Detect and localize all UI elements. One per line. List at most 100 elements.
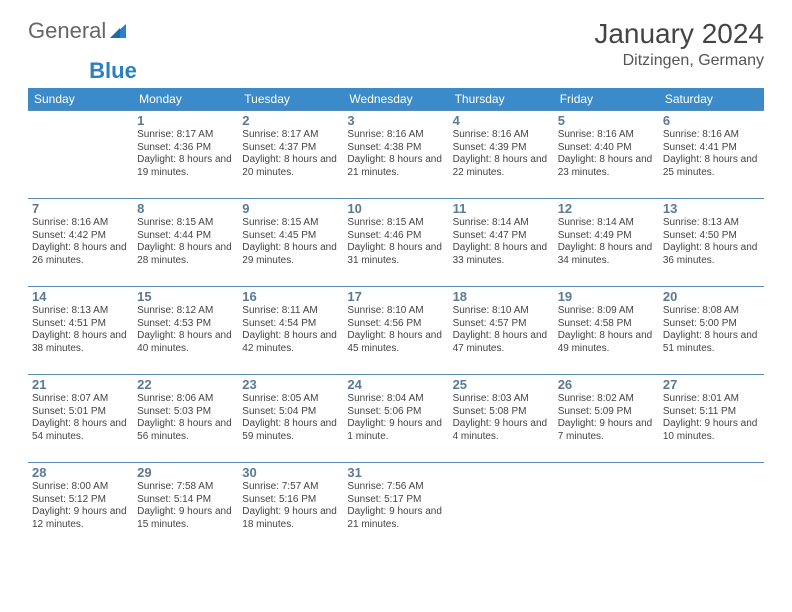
day-details: Sunrise: 7:57 AMSunset: 5:16 PMDaylight:… [242,481,339,531]
sunset-text: Sunset: 4:47 PM [453,230,550,243]
sunset-text: Sunset: 5:09 PM [558,406,655,419]
calendar-table: Sunday Monday Tuesday Wednesday Thursday… [28,88,764,551]
sunset-text: Sunset: 5:12 PM [32,494,129,507]
sunrise-text: Sunrise: 8:17 AM [137,129,234,142]
daylight-text: Daylight: 8 hours and 42 minutes. [242,330,339,355]
weekday-header: Thursday [449,88,554,111]
day-number: 11 [453,201,550,216]
sunset-text: Sunset: 5:08 PM [453,406,550,419]
calendar-day-cell: 8Sunrise: 8:15 AMSunset: 4:44 PMDaylight… [133,199,238,287]
sunrise-text: Sunrise: 8:17 AM [242,129,339,142]
day-number: 20 [663,289,760,304]
day-details: Sunrise: 7:56 AMSunset: 5:17 PMDaylight:… [347,481,444,531]
sunset-text: Sunset: 5:06 PM [347,406,444,419]
daylight-text: Daylight: 8 hours and 47 minutes. [453,330,550,355]
daylight-text: Daylight: 8 hours and 49 minutes. [558,330,655,355]
day-number: 25 [453,377,550,392]
day-number: 8 [137,201,234,216]
sunrise-text: Sunrise: 8:08 AM [663,305,760,318]
calendar-day-cell: 30Sunrise: 7:57 AMSunset: 5:16 PMDayligh… [238,463,343,551]
sunset-text: Sunset: 4:44 PM [137,230,234,243]
day-details: Sunrise: 8:05 AMSunset: 5:04 PMDaylight:… [242,393,339,443]
calendar-day-cell: 9Sunrise: 8:15 AMSunset: 4:45 PMDaylight… [238,199,343,287]
day-number: 17 [347,289,444,304]
sunrise-text: Sunrise: 8:02 AM [558,393,655,406]
day-details: Sunrise: 8:15 AMSunset: 4:44 PMDaylight:… [137,217,234,267]
calendar-day-cell: 28Sunrise: 8:00 AMSunset: 5:12 PMDayligh… [28,463,133,551]
sunrise-text: Sunrise: 8:06 AM [137,393,234,406]
sunset-text: Sunset: 4:56 PM [347,318,444,331]
day-details: Sunrise: 8:11 AMSunset: 4:54 PMDaylight:… [242,305,339,355]
sunrise-text: Sunrise: 8:16 AM [453,129,550,142]
calendar-day-cell: 25Sunrise: 8:03 AMSunset: 5:08 PMDayligh… [449,375,554,463]
calendar-day-cell: 21Sunrise: 8:07 AMSunset: 5:01 PMDayligh… [28,375,133,463]
calendar-day-cell: 27Sunrise: 8:01 AMSunset: 5:11 PMDayligh… [659,375,764,463]
daylight-text: Daylight: 8 hours and 36 minutes. [663,242,760,267]
calendar-week-row: 14Sunrise: 8:13 AMSunset: 4:51 PMDayligh… [28,287,764,375]
day-number: 23 [242,377,339,392]
day-details: Sunrise: 8:01 AMSunset: 5:11 PMDaylight:… [663,393,760,443]
sunrise-text: Sunrise: 8:12 AM [137,305,234,318]
calendar-day-cell: 22Sunrise: 8:06 AMSunset: 5:03 PMDayligh… [133,375,238,463]
calendar-day-cell: 10Sunrise: 8:15 AMSunset: 4:46 PMDayligh… [343,199,448,287]
sunrise-text: Sunrise: 8:13 AM [663,217,760,230]
calendar-day-cell: 4Sunrise: 8:16 AMSunset: 4:39 PMDaylight… [449,111,554,199]
sunrise-text: Sunrise: 7:56 AM [347,481,444,494]
sunset-text: Sunset: 4:39 PM [453,142,550,155]
sunrise-text: Sunrise: 8:04 AM [347,393,444,406]
calendar-day-cell: 16Sunrise: 8:11 AMSunset: 4:54 PMDayligh… [238,287,343,375]
day-details: Sunrise: 8:06 AMSunset: 5:03 PMDaylight:… [137,393,234,443]
sunrise-text: Sunrise: 8:11 AM [242,305,339,318]
sunrise-text: Sunrise: 8:14 AM [453,217,550,230]
calendar-day-cell [659,463,764,551]
day-number: 27 [663,377,760,392]
daylight-text: Daylight: 9 hours and 12 minutes. [32,506,129,531]
logo: General [28,18,128,44]
daylight-text: Daylight: 8 hours and 28 minutes. [137,242,234,267]
day-number: 7 [32,201,129,216]
sunset-text: Sunset: 4:41 PM [663,142,760,155]
day-number: 31 [347,465,444,480]
sunset-text: Sunset: 4:49 PM [558,230,655,243]
day-details: Sunrise: 8:16 AMSunset: 4:38 PMDaylight:… [347,129,444,179]
calendar-day-cell: 15Sunrise: 8:12 AMSunset: 4:53 PMDayligh… [133,287,238,375]
calendar-day-cell: 29Sunrise: 7:58 AMSunset: 5:14 PMDayligh… [133,463,238,551]
day-details: Sunrise: 8:08 AMSunset: 5:00 PMDaylight:… [663,305,760,355]
calendar-week-row: 7Sunrise: 8:16 AMSunset: 4:42 PMDaylight… [28,199,764,287]
day-number: 14 [32,289,129,304]
sunset-text: Sunset: 4:45 PM [242,230,339,243]
daylight-text: Daylight: 8 hours and 33 minutes. [453,242,550,267]
calendar-day-cell: 6Sunrise: 8:16 AMSunset: 4:41 PMDaylight… [659,111,764,199]
calendar-day-cell: 3Sunrise: 8:16 AMSunset: 4:38 PMDaylight… [343,111,448,199]
calendar-day-cell: 31Sunrise: 7:56 AMSunset: 5:17 PMDayligh… [343,463,448,551]
day-number: 9 [242,201,339,216]
daylight-text: Daylight: 9 hours and 15 minutes. [137,506,234,531]
sunrise-text: Sunrise: 8:13 AM [32,305,129,318]
sunrise-text: Sunrise: 8:16 AM [347,129,444,142]
sunset-text: Sunset: 4:36 PM [137,142,234,155]
daylight-text: Daylight: 8 hours and 51 minutes. [663,330,760,355]
day-number: 5 [558,113,655,128]
day-details: Sunrise: 8:10 AMSunset: 4:56 PMDaylight:… [347,305,444,355]
daylight-text: Daylight: 8 hours and 56 minutes. [137,418,234,443]
sunrise-text: Sunrise: 8:15 AM [137,217,234,230]
day-number: 26 [558,377,655,392]
daylight-text: Daylight: 8 hours and 54 minutes. [32,418,129,443]
day-details: Sunrise: 8:16 AMSunset: 4:40 PMDaylight:… [558,129,655,179]
logo-text-2: Blue [89,58,137,83]
weekday-header: Tuesday [238,88,343,111]
sunset-text: Sunset: 5:17 PM [347,494,444,507]
sunrise-text: Sunrise: 8:05 AM [242,393,339,406]
calendar-day-cell: 7Sunrise: 8:16 AMSunset: 4:42 PMDaylight… [28,199,133,287]
sunrise-text: Sunrise: 8:10 AM [453,305,550,318]
sunset-text: Sunset: 4:37 PM [242,142,339,155]
daylight-text: Daylight: 8 hours and 40 minutes. [137,330,234,355]
logo-text-1: General [28,18,106,44]
daylight-text: Daylight: 8 hours and 22 minutes. [453,154,550,179]
sunrise-text: Sunrise: 8:14 AM [558,217,655,230]
daylight-text: Daylight: 8 hours and 23 minutes. [558,154,655,179]
sunrise-text: Sunrise: 8:16 AM [558,129,655,142]
daylight-text: Daylight: 9 hours and 21 minutes. [347,506,444,531]
calendar-day-cell: 12Sunrise: 8:14 AMSunset: 4:49 PMDayligh… [554,199,659,287]
daylight-text: Daylight: 9 hours and 7 minutes. [558,418,655,443]
